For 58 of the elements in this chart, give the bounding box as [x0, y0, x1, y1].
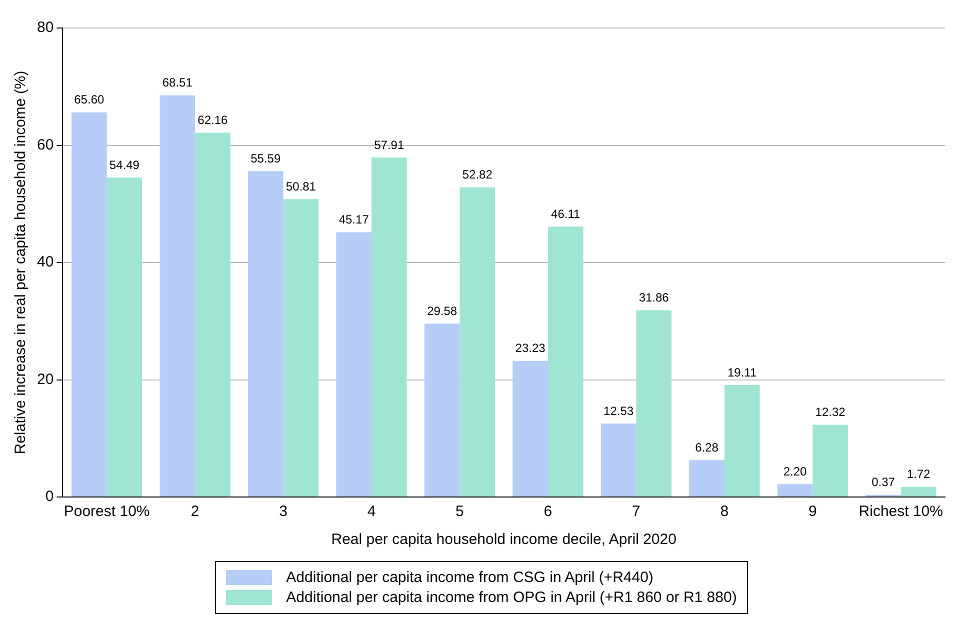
y-tick-label: 20: [36, 370, 54, 388]
data-label: 55.59: [250, 151, 281, 166]
bar: [72, 112, 107, 496]
y-tick-label: 40: [36, 254, 54, 271]
bar: [106, 178, 142, 496]
x-tick-label: 4: [367, 503, 376, 520]
bar: [283, 199, 319, 496]
bar: [160, 95, 196, 496]
data-label: 6.28: [695, 440, 719, 454]
bar: [636, 310, 672, 496]
legend-label: Additional per capita income from CSG in April (+R440): [286, 569, 654, 586]
bar: [195, 132, 230, 496]
data-label: 46.11: [551, 206, 580, 221]
y-tick-label: 0: [45, 488, 54, 506]
data-label: 23.23: [515, 341, 546, 356]
data-label: 65.60: [74, 92, 104, 107]
data-label: 12.53: [604, 404, 634, 418]
data-label: 12.32: [815, 405, 846, 420]
data-label: 57.91: [374, 138, 404, 152]
bar: [724, 384, 760, 496]
data-label: 31.86: [638, 290, 670, 305]
data-label: 2.20: [783, 464, 808, 478]
y-tick-label: 60: [36, 136, 54, 154]
x-tick-label: 3: [279, 503, 288, 520]
bar: [548, 226, 584, 496]
data-label: 29.58: [427, 304, 458, 318]
data-label: 45.17: [338, 212, 370, 227]
x-tick-label: 7: [632, 503, 640, 520]
bar: [424, 324, 460, 496]
bar: [812, 424, 848, 496]
data-label: 52.82: [462, 168, 493, 182]
x-tick-label: Richest 10%: [858, 503, 943, 520]
x-axis-title: Real per capita household income decile, April 2020: [331, 531, 676, 548]
data-label: 0.37: [872, 475, 896, 490]
bar: [336, 232, 372, 496]
bar: [460, 187, 496, 496]
bar: [248, 171, 284, 496]
bar: [777, 484, 813, 496]
x-tick-label: Poorest 10%: [64, 503, 150, 520]
bar: [689, 460, 724, 496]
y-tick-label: 80: [36, 19, 54, 36]
y-axis-title: Relative increase in real per capita household income (%): [12, 70, 30, 454]
data-label: 1.72: [906, 467, 931, 482]
x-tick-label: 2: [190, 503, 200, 520]
data-label: 19.11: [727, 365, 757, 380]
legend-label: Additional per capita income from OPG in April (+R1 860 or R1 880): [286, 589, 737, 606]
bar: [900, 486, 936, 496]
x-tick-label: 8: [720, 503, 729, 520]
data-label: 50.81: [286, 179, 316, 194]
x-tick-label: 9: [808, 503, 817, 520]
data-label: 62.16: [198, 112, 228, 127]
x-tick-label: 5: [456, 503, 464, 520]
bar: [512, 360, 548, 496]
data-label: 68.51: [162, 76, 193, 90]
bar: [371, 158, 407, 496]
bar: [600, 424, 636, 496]
x-tick-label: 6: [544, 503, 552, 520]
data-label: 54.49: [109, 158, 140, 172]
